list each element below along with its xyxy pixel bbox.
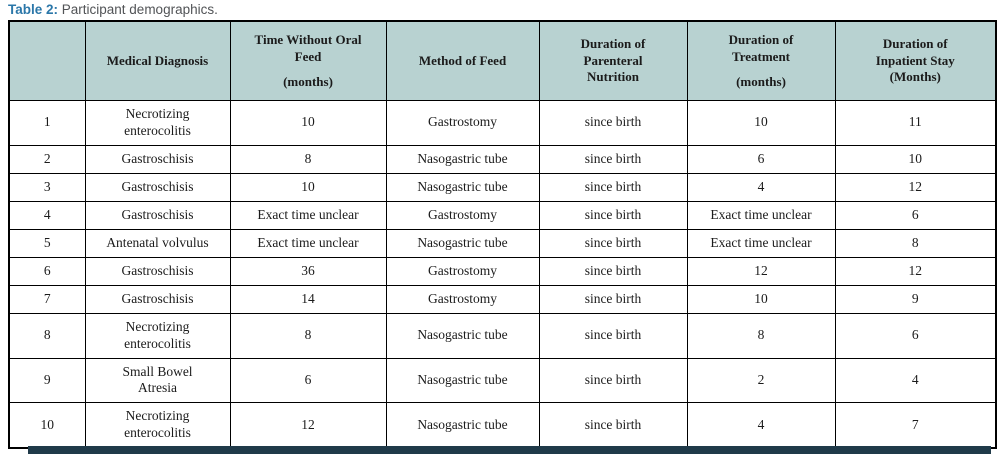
column-header-time-without-oral-feed: Time Without Oral Feed (months) <box>229 20 387 101</box>
table-cell: Gastroschisis <box>84 200 231 230</box>
table-cell: 6 <box>834 200 997 230</box>
table-cell: 4 <box>686 402 836 449</box>
row-number: 6 <box>8 256 86 286</box>
table-cell: Nasogastric tube <box>385 228 540 258</box>
table-cell: 12 <box>229 402 387 449</box>
table-cell: Nasogastric tube <box>385 172 540 202</box>
column-header-index <box>8 20 86 101</box>
table-cell: 8 <box>686 312 836 359</box>
row-number: 10 <box>8 402 86 449</box>
table-cell: 2 <box>686 357 836 404</box>
table-cell: Gastroschisis <box>84 284 231 314</box>
table-cell: Nasogastric tube <box>385 402 540 449</box>
column-header-medical-diagnosis: Medical Diagnosis <box>84 20 231 101</box>
row-number: 2 <box>8 144 86 174</box>
table-cell: since birth <box>538 312 688 359</box>
table-cell: since birth <box>538 144 688 174</box>
header-row: Medical Diagnosis Time Without Oral Feed… <box>8 20 997 101</box>
table-cell: since birth <box>538 256 688 286</box>
table-row: 9 Small Bowel Atresia 6 Nasogastric tube sin… <box>8 357 997 404</box>
table-cell: Nasogastric tube <box>385 144 540 174</box>
row-number: 9 <box>8 357 86 404</box>
table-body: 1 Necrotizing enterocolitis 10 Gastrostomy s… <box>8 100 997 449</box>
table-cell: 11 <box>834 100 997 146</box>
table-cell: 12 <box>686 256 836 286</box>
table-header: Medical Diagnosis Time Without Oral Feed… <box>8 20 997 101</box>
table-cell: 36 <box>229 256 387 286</box>
table-cell: 10 <box>229 172 387 202</box>
row-number: 5 <box>8 228 86 258</box>
row-number: 7 <box>8 284 86 314</box>
table-title-caption: Participant demographics. <box>58 2 218 17</box>
column-header-duration-of-treatment: Duration of Treatment (months) <box>686 20 836 101</box>
table-row: 7 Gastroschisis 14 Gastrostomy since birth 10… <box>8 284 997 314</box>
table-cell: Nasogastric tube <box>385 312 540 359</box>
table-cell: since birth <box>538 402 688 449</box>
table-cell: since birth <box>538 100 688 146</box>
table-cell: 9 <box>834 284 997 314</box>
table-cell: 12 <box>834 256 997 286</box>
row-number: 3 <box>8 172 86 202</box>
table-row: 5 Antenatal volvulus Exact time unclear Nas… <box>8 228 997 258</box>
table-cell: 6 <box>686 144 836 174</box>
table-cell: 10 <box>834 144 997 174</box>
table-cell: since birth <box>538 172 688 202</box>
row-number: 1 <box>8 100 86 146</box>
table-cell: Gastroschisis <box>84 144 231 174</box>
table-row: 2 Gastroschisis 8 Nasogastric tube since bir… <box>8 144 997 174</box>
table-cell: 4 <box>834 357 997 404</box>
column-header-duration-parenteral-nutrition: Duration of Parenteral Nutrition <box>538 20 688 101</box>
table-cell: Exact time unclear <box>229 200 387 230</box>
participant-demographics-table: Medical Diagnosis Time Without Oral Feed… <box>8 20 997 449</box>
table-cell: 7 <box>834 402 997 449</box>
table-cell: 8 <box>834 228 997 258</box>
table-cell: Antenatal volvulus <box>84 228 231 258</box>
table-cell: Gastrostomy <box>385 100 540 146</box>
table-cell: Gastroschisis <box>84 256 231 286</box>
table-cell: Gastrostomy <box>385 256 540 286</box>
table-cell: Necrotizing enterocolitis <box>84 402 231 449</box>
table-row: 1 Necrotizing enterocolitis 10 Gastrostomy s… <box>8 100 997 146</box>
table-cell: 10 <box>229 100 387 146</box>
table-row: 3 Gastroschisis 10 Nasogastric tube since bi… <box>8 172 997 202</box>
table-cell: Gastroschisis <box>84 172 231 202</box>
table-row: 8 Necrotizing enterocolitis 8 Nasogastric t… <box>8 312 997 359</box>
table-title-label: Table 2: <box>8 2 59 17</box>
table-cell: Small Bowel Atresia <box>84 357 231 404</box>
table-cell: since birth <box>538 228 688 258</box>
table-cell: since birth <box>538 200 688 230</box>
column-header-duration-inpatient-stay: Duration of Inpatient Stay (Months) <box>834 20 997 101</box>
table-row: 4 Gastroschisis Exact time unclear Gastrost… <box>8 200 997 230</box>
table-cell: Exact time unclear <box>686 228 836 258</box>
table-cell: Exact time unclear <box>229 228 387 258</box>
table-cell: 10 <box>686 100 836 146</box>
row-number: 8 <box>8 312 86 359</box>
table-cell: since birth <box>538 357 688 404</box>
table-cell: Gastrostomy <box>385 200 540 230</box>
table-row: 6 Gastroschisis 36 Gastrostomy since birth 12… <box>8 256 997 286</box>
table-title: Table 2: Participant demographics. <box>8 1 218 18</box>
row-number: 4 <box>8 200 86 230</box>
table-cell: 12 <box>834 172 997 202</box>
table-cell: Exact time unclear <box>686 200 836 230</box>
table-cell: 4 <box>686 172 836 202</box>
table-cell: 10 <box>686 284 836 314</box>
table-cell: since birth <box>538 284 688 314</box>
table-cell: Necrotizing enterocolitis <box>84 312 231 359</box>
table-cell: Necrotizing enterocolitis <box>84 100 231 146</box>
table-cell: Nasogastric tube <box>385 357 540 404</box>
table-cell: 8 <box>229 144 387 174</box>
bottom-bar <box>28 446 991 454</box>
table-cell: 14 <box>229 284 387 314</box>
table-cell: 8 <box>229 312 387 359</box>
table-cell: Gastrostomy <box>385 284 540 314</box>
table-cell: 6 <box>229 357 387 404</box>
column-header-method-of-feed: Method of Feed <box>385 20 540 101</box>
table-row: 10 Necrotizing enterocolitis 12 Nasogastric… <box>8 402 997 449</box>
table-cell: 6 <box>834 312 997 359</box>
